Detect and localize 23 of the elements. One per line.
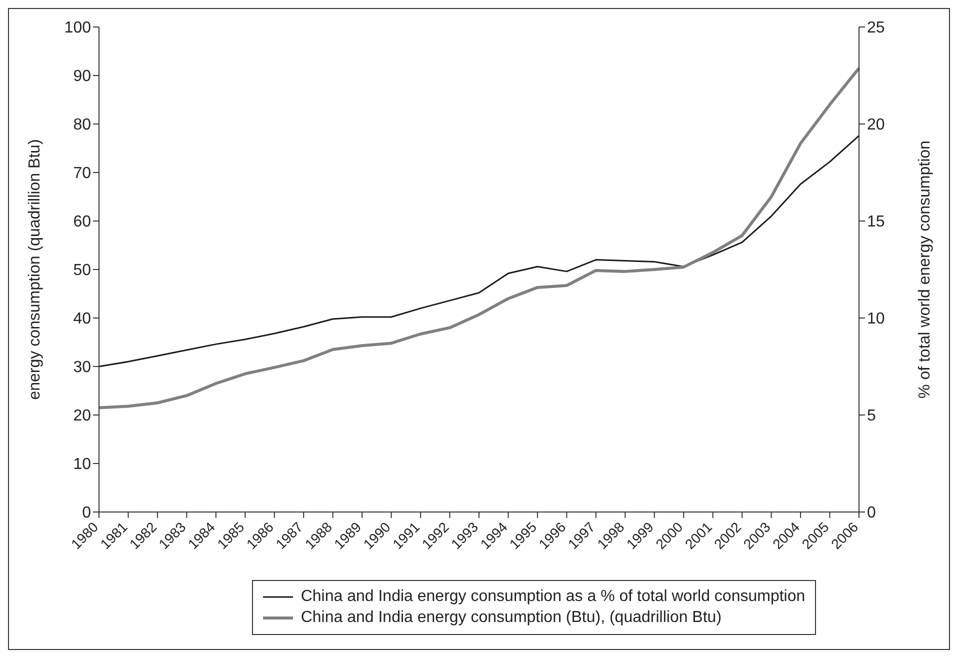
y2-tick-label: 25 xyxy=(867,20,885,37)
legend-label: China and India energy consumption as a % of total world consumption xyxy=(300,588,806,606)
y2-axis-title: % of total world energy consumption xyxy=(916,140,934,398)
y-tick-label: 80 xyxy=(73,116,92,134)
y2-tick-label: 5 xyxy=(867,408,876,425)
y2-tick-label: 15 xyxy=(867,214,885,231)
y2-tick-label: 20 xyxy=(867,116,885,134)
y2-tick-label: 10 xyxy=(867,310,885,328)
y-axis-title: energy consumption (quadrillion Btu) xyxy=(26,139,44,400)
y-tick-label: 60 xyxy=(73,214,92,231)
line-series xyxy=(98,134,860,368)
y-tick-label: 70 xyxy=(73,165,92,182)
y-tick-label: 90 xyxy=(73,68,92,86)
legend-label: China and India energy consumption (Btu), (quadrillion Btu) xyxy=(300,609,722,627)
line-series xyxy=(98,66,860,410)
y-tick-label: 40 xyxy=(73,310,92,328)
y-tick-label: 50 xyxy=(73,262,92,280)
y-tick-label: 20 xyxy=(73,408,92,425)
y-tick-label: 100 xyxy=(64,20,92,37)
y2-tick-label: 0 xyxy=(867,504,876,522)
y-tick-label: 0 xyxy=(82,504,92,522)
y-tick-label: 10 xyxy=(73,456,92,474)
y-tick-label: 30 xyxy=(73,359,92,376)
